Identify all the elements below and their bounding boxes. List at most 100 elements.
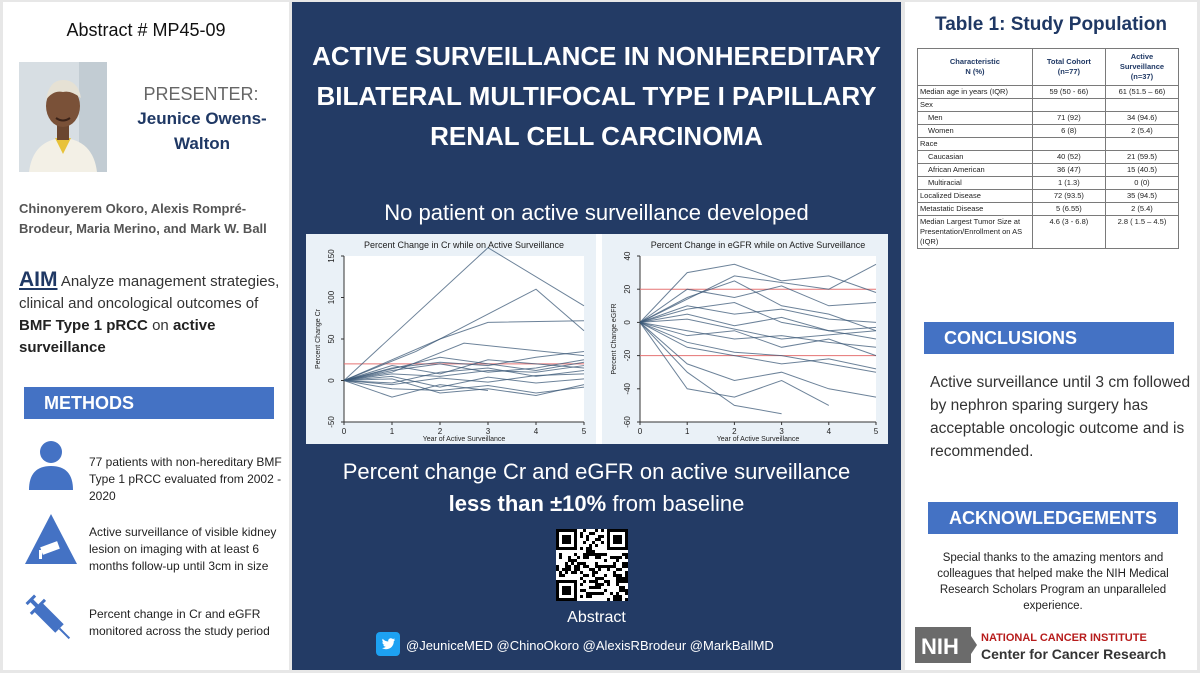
aim-text: Analyze management strategies, clinical … bbox=[19, 273, 280, 312]
right-panel: Table 1: Study Population Characteristic… bbox=[905, 2, 1197, 670]
x-tick-label: 2 bbox=[732, 427, 737, 436]
qr-module bbox=[556, 568, 559, 571]
qr-module bbox=[580, 571, 583, 574]
table-row: Sex bbox=[917, 98, 1180, 112]
qr-module bbox=[586, 574, 589, 577]
qr-module bbox=[613, 556, 616, 559]
table-row: Women 6 (8) 2 (5.4) bbox=[917, 124, 1180, 138]
table-cell-value: 40 (52) bbox=[1031, 150, 1106, 164]
series-line-3 bbox=[639, 321, 877, 348]
qr-module bbox=[595, 562, 598, 565]
qr-module bbox=[589, 568, 592, 571]
qr-module bbox=[583, 553, 586, 556]
qr-module bbox=[625, 580, 628, 583]
qr-module bbox=[577, 565, 580, 568]
study-population-table: Characteristic N (%) Total Cohort (n=77)… bbox=[917, 48, 1180, 249]
qr-module bbox=[616, 598, 619, 601]
x-axis-label: Year of Active Surveillance bbox=[423, 436, 506, 443]
table-row: Race bbox=[917, 137, 1180, 151]
qr-module bbox=[589, 550, 592, 553]
qr-module bbox=[595, 577, 598, 580]
table-cell-value: 0 (0) bbox=[1104, 176, 1180, 190]
qr-code-graphic bbox=[556, 529, 628, 601]
qr-module bbox=[577, 562, 580, 565]
qr-module bbox=[571, 562, 574, 565]
qr-finder bbox=[613, 535, 622, 544]
qr-module bbox=[586, 565, 589, 568]
qr-module bbox=[589, 547, 592, 550]
table-row: Multiracial 1 (1.3) 0 (0) bbox=[917, 176, 1180, 190]
logo-nih: NIH bbox=[921, 634, 959, 659]
qr-module bbox=[601, 583, 604, 586]
qr-module bbox=[589, 592, 592, 595]
table-cell-value: 1 (1.3) bbox=[1031, 176, 1106, 190]
series-line-1 bbox=[343, 288, 585, 381]
qr-module bbox=[625, 574, 628, 577]
qr-module bbox=[595, 571, 598, 574]
qr-module bbox=[622, 565, 625, 568]
qr-module bbox=[580, 532, 583, 535]
table-row: Metastatic Disease 5 (6.55) 2 (5.4) bbox=[917, 202, 1180, 216]
qr-module bbox=[580, 547, 583, 550]
qr-module bbox=[619, 580, 622, 583]
qr-module bbox=[559, 553, 562, 556]
series-line-5 bbox=[639, 322, 877, 398]
qr-module bbox=[577, 556, 580, 559]
qr-module bbox=[607, 580, 610, 583]
qr-module bbox=[601, 553, 604, 556]
qr-module bbox=[604, 574, 607, 577]
table-cell-value bbox=[1104, 98, 1180, 112]
y-axis-label: Percent Change Cr bbox=[315, 308, 322, 369]
qr-module bbox=[607, 583, 610, 586]
table-cell-label: Caucasian bbox=[917, 150, 1033, 164]
header-label-3: Active Surveillance (n=37) bbox=[1119, 52, 1165, 81]
y-tick-label: 0 bbox=[623, 320, 632, 325]
y-tick-label: 50 bbox=[327, 334, 336, 343]
chart-title: Percent Change in eGFR while on Active S… bbox=[651, 240, 866, 250]
qr-module bbox=[592, 550, 595, 553]
social-handles: @JeuniceMED @ChinoOkoro @AlexisRBrodeur … bbox=[376, 632, 816, 659]
x-tick-label: 1 bbox=[685, 427, 690, 436]
table-cell-value bbox=[1104, 137, 1180, 151]
surveillance-camera-icon bbox=[23, 512, 79, 568]
qr-module bbox=[583, 580, 586, 583]
method-item-3: Percent change in Cr and eGFR monitored … bbox=[89, 607, 270, 638]
poster-title: ACTIVE SURVEILLANCE IN NONHEREDITARY BIL… bbox=[312, 41, 881, 151]
qr-module bbox=[586, 535, 589, 538]
qr-module bbox=[589, 532, 592, 535]
qr-module bbox=[616, 568, 619, 571]
series-line-14 bbox=[343, 356, 585, 381]
qr-code[interactable] bbox=[556, 529, 628, 601]
qr-module bbox=[586, 538, 589, 541]
series-line-3 bbox=[343, 342, 585, 381]
series-line-0 bbox=[639, 263, 877, 323]
qr-module bbox=[604, 580, 607, 583]
header-label-2: Total Cohort (n=77) bbox=[1046, 57, 1091, 76]
qr-module bbox=[595, 586, 598, 589]
table-cell-label: Median age in years (IQR) bbox=[917, 85, 1033, 99]
qr-module bbox=[592, 574, 595, 577]
series-line-0 bbox=[343, 247, 585, 381]
qr-module bbox=[625, 562, 628, 565]
series-line-11 bbox=[343, 378, 585, 396]
series-line-11 bbox=[639, 301, 877, 340]
qr-module bbox=[580, 589, 583, 592]
qr-module bbox=[613, 565, 616, 568]
qr-module bbox=[589, 595, 592, 598]
qr-module bbox=[586, 556, 589, 559]
y-tick-label: 40 bbox=[623, 251, 632, 260]
qr-module bbox=[619, 586, 622, 589]
qr-module bbox=[601, 529, 604, 532]
x-tick-label: 5 bbox=[874, 427, 879, 436]
series-line-5 bbox=[343, 365, 585, 381]
qr-module bbox=[595, 538, 598, 541]
table-cell-label: Metastatic Disease bbox=[917, 202, 1033, 216]
qr-module bbox=[586, 550, 589, 553]
qr-module bbox=[580, 583, 583, 586]
qr-module bbox=[595, 565, 598, 568]
qr-module bbox=[625, 592, 628, 595]
table-cell-value: 15 (40.5) bbox=[1104, 163, 1180, 177]
qr-module bbox=[583, 589, 586, 592]
qr-module bbox=[625, 589, 628, 592]
